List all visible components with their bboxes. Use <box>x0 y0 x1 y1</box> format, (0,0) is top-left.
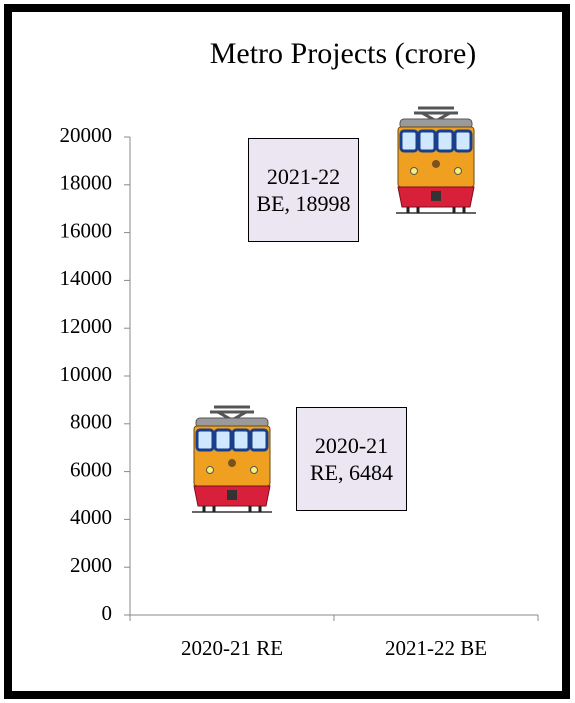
y-tick-label: 20000 <box>60 123 113 147</box>
y-tick-label: 12000 <box>60 314 113 338</box>
coupler <box>431 190 441 201</box>
x-tick-label: 2021-22 BE <box>385 636 487 660</box>
y-tick-label: 0 <box>102 601 113 625</box>
window <box>231 428 251 452</box>
window <box>195 428 215 452</box>
window <box>399 129 419 153</box>
wheels <box>202 506 262 513</box>
y-tick-label: 4000 <box>70 505 112 529</box>
data-label-box: 2021-22 BE, 18998 <box>248 137 359 242</box>
data-label: 2020-21 RE, 6484 <box>296 407 407 512</box>
y-tick-label: 14000 <box>60 266 113 290</box>
emblem <box>228 459 236 468</box>
lamp <box>410 166 418 175</box>
window <box>453 129 473 153</box>
y-tick-label: 2000 <box>70 553 112 577</box>
y-tick-label: 16000 <box>60 218 113 242</box>
chart-title: Metro Projects (crore) <box>210 37 477 70</box>
lamp <box>206 466 214 475</box>
frame <box>4 4 570 699</box>
data-label: 2021-22 BE, 18998 <box>248 137 359 242</box>
train-icon <box>192 405 272 514</box>
window <box>249 428 269 452</box>
wheels <box>406 206 466 213</box>
lamp <box>250 466 258 475</box>
data-label-box: 2020-21 RE, 6484 <box>296 407 407 512</box>
y-tick-label: 18000 <box>60 171 113 195</box>
y-tick-label: 10000 <box>60 362 113 386</box>
train-icon <box>396 106 476 214</box>
lamp <box>454 166 462 175</box>
window <box>435 129 455 153</box>
y-tick-label: 8000 <box>70 410 112 434</box>
window <box>213 428 233 452</box>
coupler <box>227 490 237 501</box>
window <box>417 129 437 153</box>
emblem <box>432 159 440 168</box>
y-tick-label: 6000 <box>70 457 112 481</box>
x-tick-label: 2020-21 RE <box>181 636 283 660</box>
